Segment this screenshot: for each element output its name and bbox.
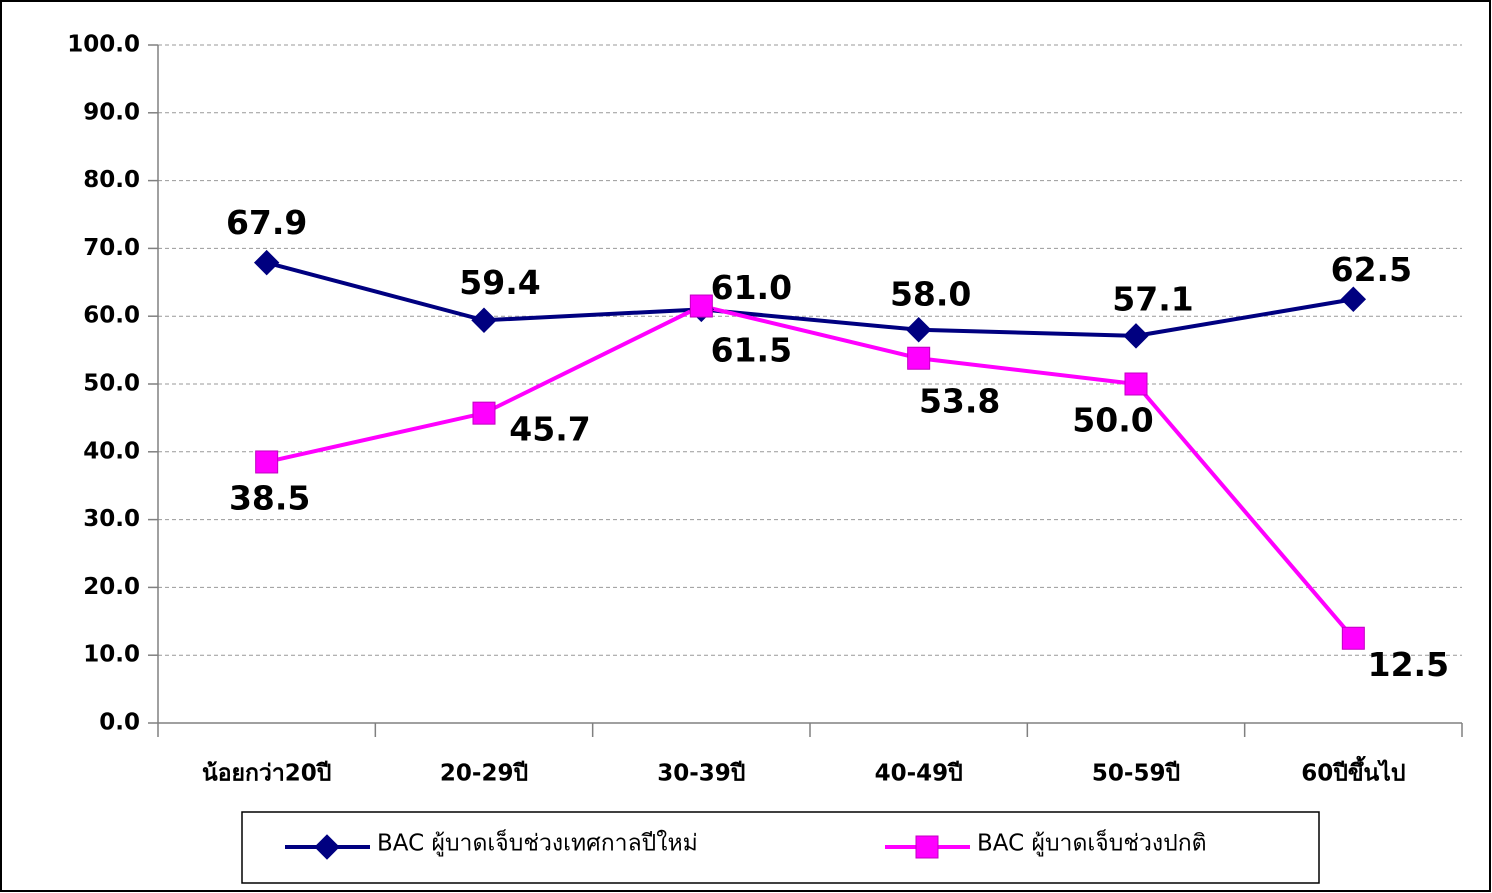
marker bbox=[905, 317, 932, 343]
marker bbox=[255, 450, 279, 474]
x-tick-label: 40-49ปี bbox=[875, 761, 963, 787]
marker bbox=[1123, 323, 1149, 349]
marker bbox=[1340, 286, 1367, 312]
marker bbox=[907, 346, 931, 370]
marker bbox=[1341, 626, 1365, 650]
data-label: 62.5 bbox=[1331, 250, 1412, 289]
y-tick-label: 100.0 bbox=[67, 32, 140, 58]
data-label: 12.5 bbox=[1368, 645, 1449, 684]
marker bbox=[915, 835, 939, 859]
y-tick-label: 70.0 bbox=[83, 235, 140, 261]
data-label: 61.0 bbox=[711, 268, 792, 307]
y-tick-label: 80.0 bbox=[83, 167, 140, 193]
y-tick-label: 60.0 bbox=[83, 303, 140, 329]
legend-box bbox=[241, 811, 1320, 884]
data-label: 53.8 bbox=[919, 382, 1000, 421]
y-tick-label: 10.0 bbox=[83, 642, 140, 668]
data-label: 61.5 bbox=[711, 331, 792, 370]
legend-label: BAC ผู้บาดเจ็บช่วงเทศกาลปีใหม่ bbox=[377, 828, 698, 857]
data-label: 45.7 bbox=[509, 410, 590, 449]
series-line bbox=[266, 303, 1355, 640]
x-tick-label: 50-59ปี bbox=[1092, 761, 1180, 787]
data-label: 59.4 bbox=[459, 263, 540, 302]
x-tick-label: น้อยกว่า20ปี bbox=[202, 761, 331, 787]
x-tick-label: 20-29ปี bbox=[440, 761, 528, 787]
data-label: 58.0 bbox=[890, 274, 971, 313]
marker bbox=[1124, 372, 1148, 396]
marker bbox=[472, 401, 496, 425]
series-line bbox=[266, 260, 1354, 338]
data-label: 67.9 bbox=[226, 203, 307, 242]
y-tick-label: 40.0 bbox=[83, 438, 140, 464]
y-tick-label: 30.0 bbox=[83, 506, 140, 532]
x-tick-label: 30-39ปี bbox=[657, 761, 745, 787]
data-label: 38.5 bbox=[229, 478, 310, 517]
marker bbox=[689, 294, 713, 318]
x-tick-label: 60ปีขึ้นไป bbox=[1301, 756, 1405, 787]
data-label: 57.1 bbox=[1112, 279, 1193, 318]
marker bbox=[471, 307, 497, 333]
y-tick-label: 90.0 bbox=[83, 99, 140, 125]
legend-label: BAC ผู้บาดเจ็บช่วงปกติ bbox=[977, 828, 1207, 857]
marker bbox=[314, 834, 340, 860]
marker bbox=[253, 249, 280, 276]
y-tick-label: 50.0 bbox=[83, 371, 140, 397]
data-label: 50.0 bbox=[1072, 401, 1153, 440]
y-tick-label: 20.0 bbox=[83, 574, 140, 600]
y-tick-label: 0.0 bbox=[99, 710, 140, 736]
